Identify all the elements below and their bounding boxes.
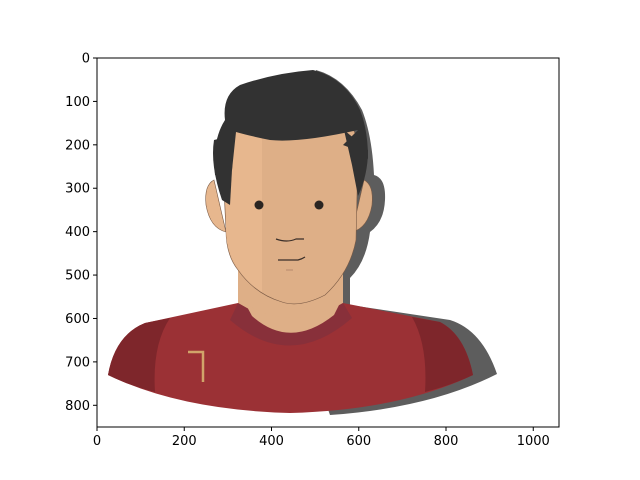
x-tick-label: 1000: [517, 434, 550, 449]
y-tick-label: 100: [65, 95, 90, 110]
portrait-sideburn-right: [344, 130, 368, 196]
portrait-nose: [275, 238, 304, 242]
portrait-eye-right: [314, 200, 324, 210]
portrait-sleeve-left: [108, 318, 170, 392]
portrait-mouth: [278, 256, 306, 261]
portrait-hair: [214, 70, 368, 190]
y-tick-label: 0: [82, 52, 90, 67]
portrait-jersey-number: [188, 350, 205, 382]
portrait-eye-left: [254, 200, 264, 210]
x-axis: 0 200 400 600 800 1000: [93, 427, 550, 449]
x-tick-label: 200: [172, 434, 197, 449]
x-tick-label: 800: [434, 434, 459, 449]
x-tick-label: 400: [259, 434, 284, 449]
portrait-jersey: [108, 303, 473, 413]
y-tick-label: 800: [65, 399, 90, 414]
x-tick-label: 0: [93, 434, 101, 449]
y-tick-label: 400: [65, 225, 90, 240]
portrait-face-highlight: [226, 120, 262, 292]
y-tick-label: 500: [65, 269, 90, 284]
y-tick-label: 200: [65, 138, 90, 153]
portrait-ear-right: [351, 179, 373, 233]
plot-frame: [96, 57, 560, 428]
portrait-image: [108, 70, 497, 415]
y-tick-label: 300: [65, 182, 90, 197]
y-tick-label: 600: [65, 312, 90, 327]
portrait-collar-skin: [245, 303, 340, 333]
x-tick-label: 600: [346, 434, 371, 449]
portrait-sideburn-left: [213, 135, 234, 205]
portrait-sleeve-right: [412, 317, 473, 392]
y-tick-label: 700: [65, 355, 90, 370]
y-axis: 0 100 200 300 400 500 600 700 800: [65, 52, 97, 414]
portrait-ear-left: [205, 179, 227, 233]
